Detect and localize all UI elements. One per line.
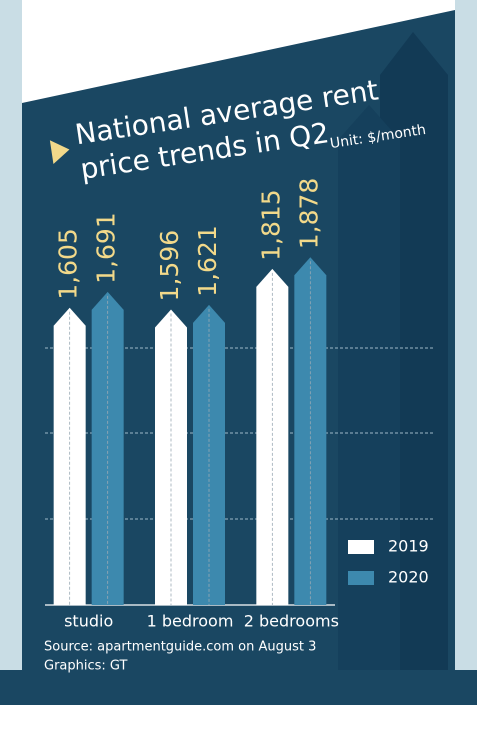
legend-swatch (348, 571, 374, 585)
value-label: 1,605 (54, 228, 83, 300)
value-label: 1,596 (155, 230, 184, 302)
x-tick-label: 2 bedrooms (244, 612, 339, 631)
value-label: 1,815 (256, 189, 285, 261)
bg-arrow (338, 105, 400, 705)
bar (155, 309, 187, 605)
legend-label: 2019 (388, 537, 429, 556)
bar (53, 307, 86, 605)
legend-swatch (348, 540, 374, 554)
x-tick-label: 1 bedroom (147, 612, 234, 631)
value-label: 1,878 (294, 178, 323, 250)
right-strip (455, 0, 477, 670)
left-strip (0, 0, 22, 670)
value-label: 1,691 (92, 212, 121, 284)
source: Graphics: GT (44, 659, 128, 674)
bar (256, 268, 289, 605)
source: Source: apartmentguide.com on August 3 (44, 640, 316, 655)
legend-label: 2020 (388, 568, 429, 587)
title-marker (49, 140, 70, 165)
bar (294, 257, 327, 605)
value-label: 1,621 (193, 225, 222, 297)
x-tick-label: studio (64, 612, 113, 631)
bottom-band (0, 670, 477, 705)
